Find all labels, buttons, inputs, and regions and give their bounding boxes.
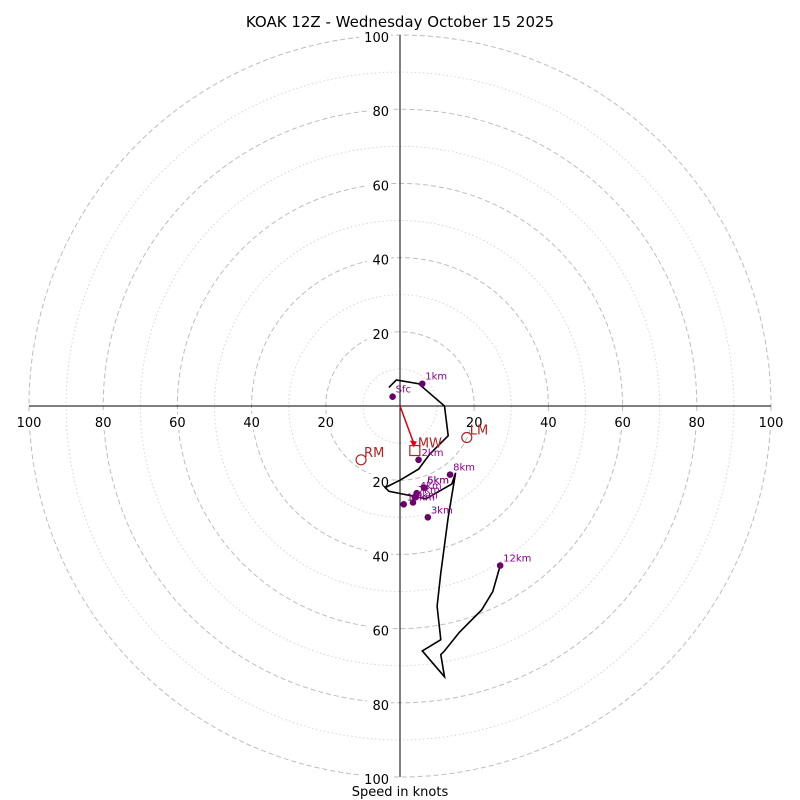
tick-label-north-20-bg bbox=[367, 325, 391, 342]
height-label-4km: 4km bbox=[420, 481, 442, 492]
storm-motion-label-mw: MW bbox=[418, 437, 442, 452]
tick-label-east-60-bg bbox=[610, 414, 635, 430]
chart-title: KOAK 12Z - Wednesday October 15 2025 bbox=[246, 13, 554, 31]
tick-label-east-80-bg bbox=[684, 414, 709, 430]
tick-label-north-80-bg bbox=[367, 103, 391, 120]
tick-label-north-60-bg bbox=[367, 177, 391, 194]
height-label-3km: 3km bbox=[431, 505, 453, 516]
mean-wind-arrow bbox=[399, 405, 415, 444]
tick-label-east-60: 60 bbox=[614, 416, 631, 431]
tick-label-north-40: 40 bbox=[372, 254, 389, 269]
height-point-12km bbox=[496, 562, 504, 569]
height-point-7km bbox=[411, 493, 419, 501]
tick-label-south-80-bg bbox=[367, 696, 391, 713]
tick-label-west-60-bg bbox=[165, 414, 190, 430]
height-label-6km: 6km bbox=[427, 476, 449, 487]
tick-label-north-40-bg bbox=[367, 251, 391, 268]
height-label-sfc: Sfc bbox=[396, 385, 411, 396]
tick-label-east-40: 40 bbox=[540, 416, 557, 431]
tick-label-south-100: 100 bbox=[364, 773, 389, 788]
tick-label-west-20: 20 bbox=[318, 416, 335, 431]
height-label-5km: 5km bbox=[427, 476, 449, 487]
tick-label-west-100-bg bbox=[13, 414, 45, 430]
height-label-7km: 7km bbox=[418, 485, 440, 496]
storm-motion-marker-rm bbox=[355, 454, 367, 466]
hodograph-series bbox=[383, 379, 501, 680]
tick-label-west-60: 60 bbox=[169, 416, 186, 431]
tick-label-west-100: 100 bbox=[17, 416, 42, 431]
height-point-3km bbox=[424, 514, 432, 521]
storm-motions: RM LM MW bbox=[355, 405, 488, 466]
tick-label-east-20: 20 bbox=[466, 416, 483, 431]
tick-label-south-40-bg bbox=[367, 548, 391, 565]
tick-label-east-100-bg bbox=[755, 414, 787, 430]
height-point-9km bbox=[409, 499, 417, 506]
height-label-9km: 9km bbox=[416, 490, 438, 501]
tick-label-east-20-bg bbox=[462, 414, 487, 430]
height-point-10km bbox=[400, 501, 408, 508]
tick-label-south-20-bg bbox=[367, 474, 391, 491]
height-label-8km: 8km bbox=[453, 463, 475, 474]
tick-label-west-80-bg bbox=[91, 414, 116, 430]
height-label-12km: 12km bbox=[503, 554, 531, 565]
height-label-10km: 10km bbox=[407, 492, 435, 503]
tick-label-north-80: 80 bbox=[372, 105, 389, 120]
tick-label-north-20: 20 bbox=[372, 328, 389, 343]
tick-label-east-80: 80 bbox=[689, 416, 706, 431]
height-label-2km: 2km bbox=[422, 448, 444, 459]
tick-label-south-80: 80 bbox=[372, 699, 389, 714]
tick-label-north-60: 60 bbox=[372, 179, 389, 194]
hodograph-line bbox=[383, 379, 501, 680]
storm-motion-label-rm: RM bbox=[364, 446, 384, 461]
mean-wind-arrowhead bbox=[409, 440, 417, 448]
height-point-8km bbox=[446, 471, 454, 478]
tick-label-east-40-bg bbox=[536, 414, 561, 430]
height-point-6km bbox=[420, 484, 428, 491]
storm-motion-marker-mw bbox=[409, 444, 421, 457]
tick-label-south-60: 60 bbox=[372, 625, 389, 640]
tick-label-south-60-bg bbox=[367, 622, 391, 639]
height-point-2km bbox=[415, 456, 422, 464]
tick-label-east-100: 100 bbox=[759, 416, 784, 431]
tick-label-south-100-bg bbox=[359, 771, 391, 787]
tick-label-south-40: 40 bbox=[372, 550, 389, 565]
height-point-1km bbox=[418, 380, 426, 388]
storm-motion-marker-lm bbox=[461, 431, 473, 444]
tick-label-west-80: 80 bbox=[95, 416, 112, 431]
tick-labels: 2020202040404040606060608080808010010010… bbox=[13, 29, 787, 788]
storm-motion-label-lm: LM bbox=[470, 424, 488, 439]
tick-label-west-40: 40 bbox=[243, 416, 260, 431]
x-axis-label: Speed in knots bbox=[352, 785, 449, 800]
tick-label-north-100-bg bbox=[359, 29, 391, 45]
height-point-sfc bbox=[389, 393, 396, 401]
tick-label-west-40-bg bbox=[239, 414, 264, 430]
tick-label-west-20-bg bbox=[313, 414, 338, 430]
height-label-1km: 1km bbox=[425, 372, 447, 383]
tick-label-north-100: 100 bbox=[364, 31, 389, 46]
